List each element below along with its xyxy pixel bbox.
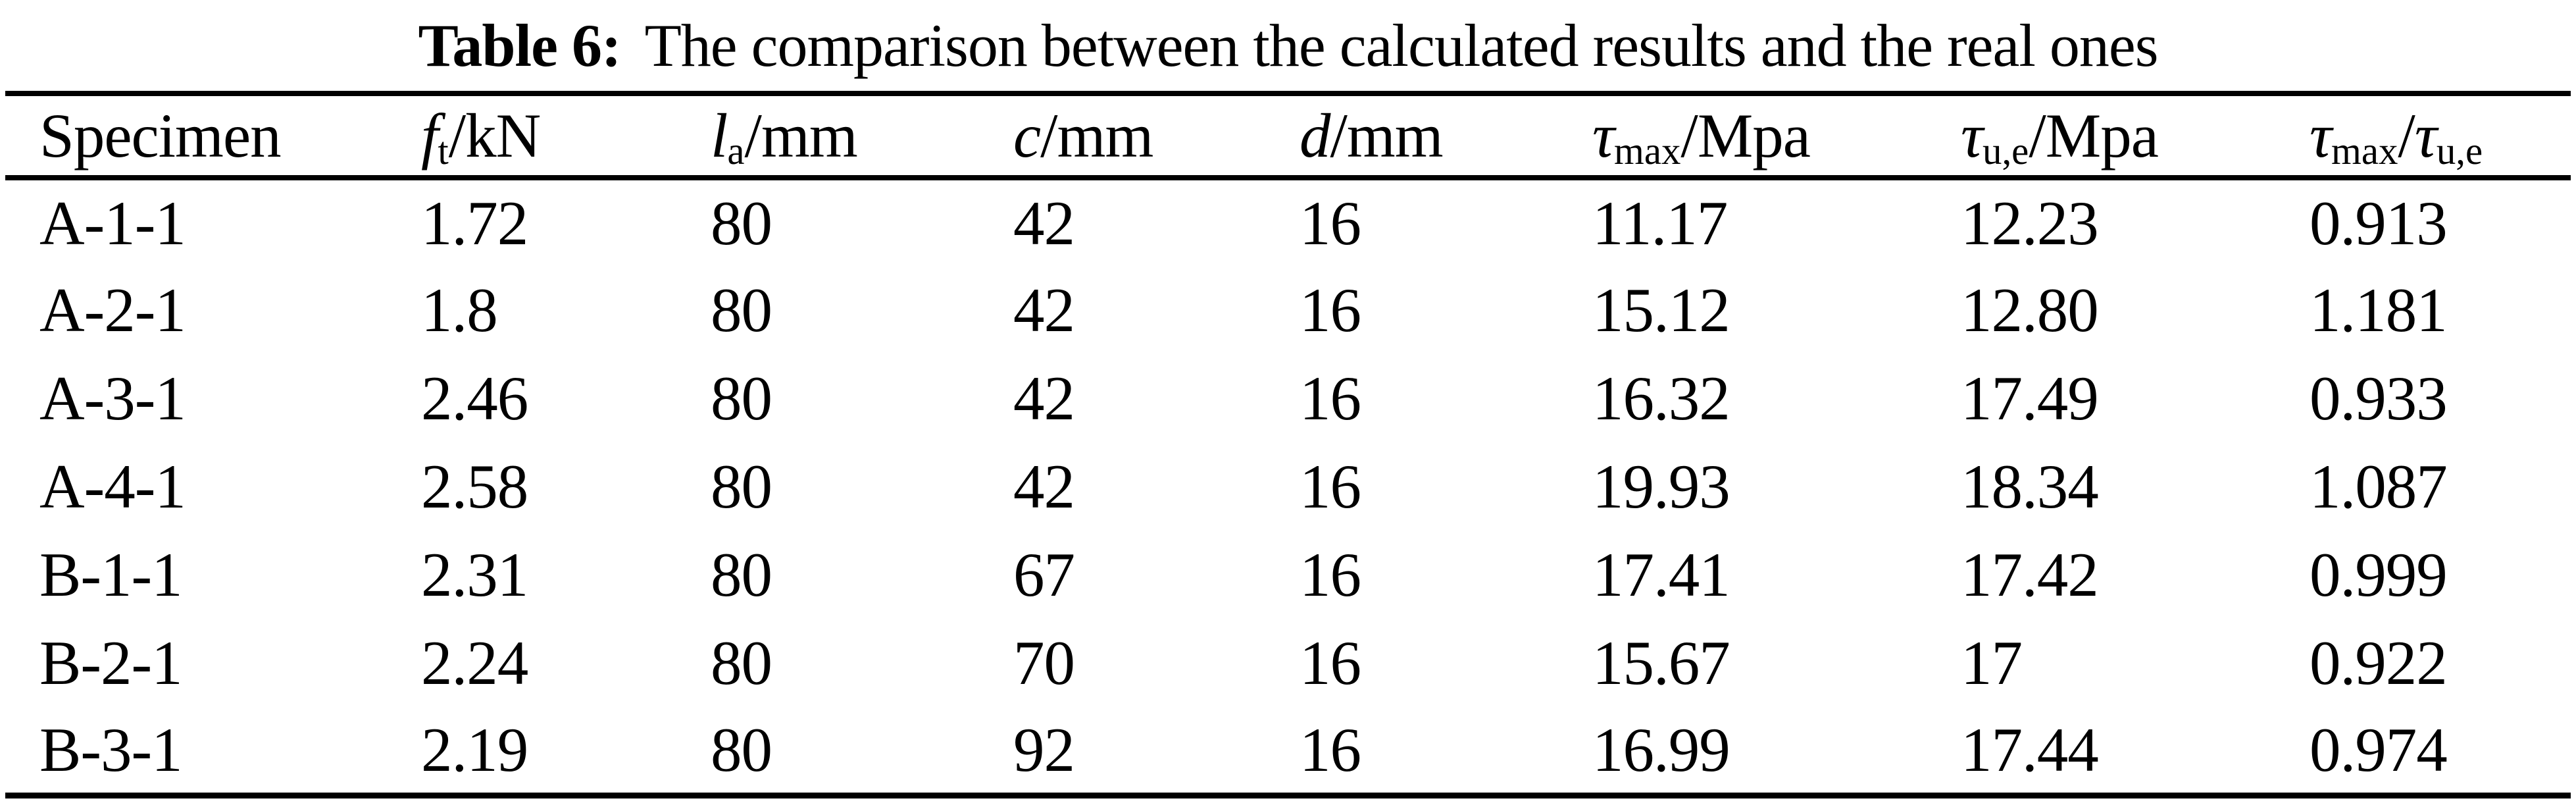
col-header-ft-kn: ft/kN: [421, 101, 541, 172]
table-cell: 70: [1013, 628, 1075, 698]
table-cell: 15.67: [1592, 628, 1730, 698]
table-cell: 80: [711, 628, 772, 698]
table-cell: 17: [1961, 628, 2023, 698]
table-cell: 80: [711, 452, 772, 521]
table-caption-label: Table 6:: [418, 12, 621, 79]
col-header-d-mm: d/mm: [1300, 101, 1444, 170]
table-cell: 16.32: [1592, 363, 1730, 433]
table-row: A-2-1 1.8 80 42 16 15.12 12.80 1.181: [5, 266, 2571, 354]
table-header-row: Specimen ft/kN la/mm c/mm d/mm τmax/Mpa: [5, 93, 2571, 178]
table-cell: 16: [1300, 188, 1361, 258]
table-cell: 17.42: [1961, 540, 2099, 610]
table-cell: 2.46: [421, 363, 528, 433]
table-cell: 80: [711, 540, 772, 610]
table-cell: 67: [1013, 540, 1075, 610]
table-cell: 80: [711, 275, 772, 345]
table-cell: 16: [1300, 540, 1361, 610]
table-cell: 1.72: [421, 188, 528, 258]
table-cell: 0.922: [2310, 628, 2448, 698]
table-cell: 12.80: [1961, 275, 2099, 345]
col-header-c-mm: c/mm: [1013, 101, 1153, 170]
table-cell: 80: [711, 188, 772, 258]
table-cell: 2.24: [421, 628, 528, 698]
table-cell: 42: [1013, 188, 1075, 258]
table-cell: 16: [1300, 275, 1361, 345]
table-row: A-3-1 2.46 80 42 16 16.32 17.49 0.933: [5, 354, 2571, 442]
table-cell: 42: [1013, 452, 1075, 521]
table-cell: 17.44: [1961, 714, 2099, 785]
table-cell: 1.181: [2310, 275, 2448, 345]
table-row: A-1-1 1.72 80 42 16 11.17 12.23 0.913: [5, 178, 2571, 266]
table-row: B-2-1 2.24 80 70 16 15.67 17 0.922: [5, 619, 2571, 707]
table-cell: 92: [1013, 714, 1075, 785]
col-header-tau-ue-mpa: τu,e/Mpa: [1961, 101, 2159, 172]
specimen-cell: A-2-1: [39, 275, 186, 345]
table-cell: 16: [1300, 628, 1361, 698]
table-cell: 12.23: [1961, 188, 2099, 258]
table-row: A-4-1 2.58 80 42 16 19.93 18.34 1.087: [5, 442, 2571, 531]
table-cell: 2.19: [421, 714, 528, 785]
specimen-cell: A-3-1: [39, 363, 186, 433]
table-cell: 1.087: [2310, 452, 2448, 521]
specimen-cell: B-3-1: [39, 714, 183, 785]
table-cell: 80: [711, 363, 772, 433]
table-cell: 16: [1300, 452, 1361, 521]
col-header-tau-max-mpa: τmax/Mpa: [1592, 101, 1811, 172]
table-cell: 2.31: [421, 540, 528, 610]
results-table: Specimen ft/kN la/mm c/mm d/mm τmax/Mpa: [5, 91, 2571, 798]
table-cell: 0.974: [2310, 714, 2448, 785]
table-cell: 1.8: [421, 275, 498, 345]
specimen-cell: B-2-1: [39, 628, 183, 698]
table-row: B-3-1 2.19 80 92 16 16.99 17.44 0.974: [5, 707, 2571, 795]
col-header-specimen: Specimen: [39, 101, 282, 170]
table-caption-text: The comparison between the calculated re…: [644, 12, 2159, 79]
table-caption: Table 6: The comparison between the calc…: [0, 0, 2576, 91]
table-cell: 2.58: [421, 452, 528, 521]
table-row: B-1-1 2.31 80 67 16 17.41 17.42 0.999: [5, 531, 2571, 619]
table-cell: 0.913: [2310, 188, 2448, 258]
table-cell: 18.34: [1961, 452, 2099, 521]
table-cell: 19.93: [1592, 452, 1730, 521]
table-cell: 17.41: [1592, 540, 1730, 610]
table-cell: 42: [1013, 363, 1075, 433]
specimen-cell: B-1-1: [39, 540, 183, 610]
specimen-cell: A-4-1: [39, 452, 186, 521]
col-header-tau-max-tau-ue-ratio: τmax/τu,e: [2310, 101, 2483, 172]
table-cell: 80: [711, 714, 772, 785]
table-cell: 11.17: [1592, 188, 1728, 258]
table-cell: 15.12: [1592, 275, 1730, 345]
table-cell: 42: [1013, 275, 1075, 345]
table-cell: 0.999: [2310, 540, 2448, 610]
specimen-cell: A-1-1: [39, 188, 186, 258]
table-cell: 16: [1300, 363, 1361, 433]
table-cell: 0.933: [2310, 363, 2448, 433]
col-header-la-mm: la/mm: [711, 101, 858, 172]
table-cell: 16.99: [1592, 714, 1730, 785]
table-cell: 17.49: [1961, 363, 2099, 433]
table-cell: 16: [1300, 714, 1361, 785]
